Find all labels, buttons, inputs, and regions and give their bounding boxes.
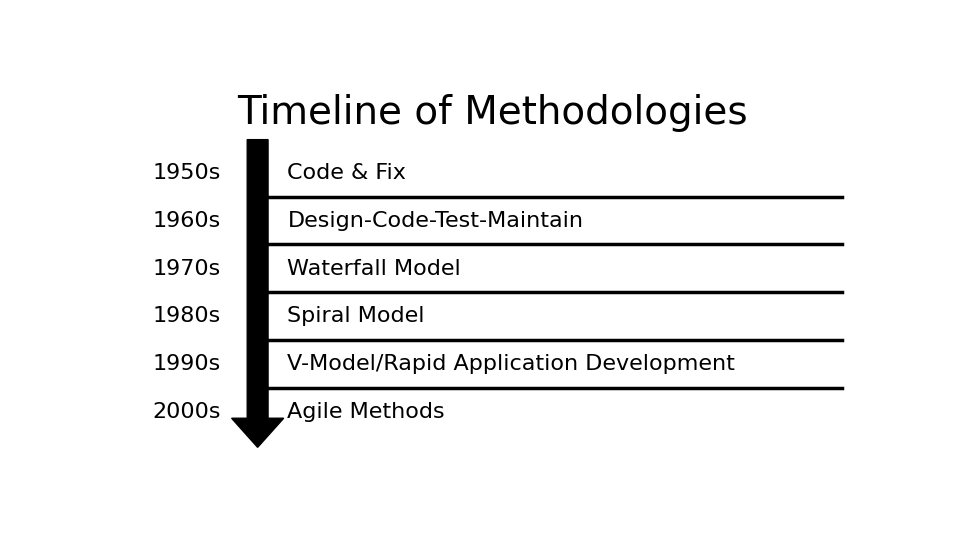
Text: Agile Methods: Agile Methods: [287, 402, 445, 422]
Text: 1990s: 1990s: [153, 354, 221, 374]
FancyArrow shape: [231, 140, 284, 447]
Text: V-Model/Rapid Application Development: V-Model/Rapid Application Development: [287, 354, 735, 374]
Text: Code & Fix: Code & Fix: [287, 163, 406, 183]
Text: Design-Code-Test-Maintain: Design-Code-Test-Maintain: [287, 211, 584, 231]
Text: Spiral Model: Spiral Model: [287, 306, 425, 326]
Text: Timeline of Methodologies: Timeline of Methodologies: [237, 94, 747, 132]
Text: 2000s: 2000s: [152, 402, 221, 422]
Text: 1980s: 1980s: [153, 306, 221, 326]
Text: 1970s: 1970s: [153, 259, 221, 279]
Text: 1950s: 1950s: [152, 163, 221, 183]
Text: 1960s: 1960s: [153, 211, 221, 231]
Text: Waterfall Model: Waterfall Model: [287, 259, 461, 279]
